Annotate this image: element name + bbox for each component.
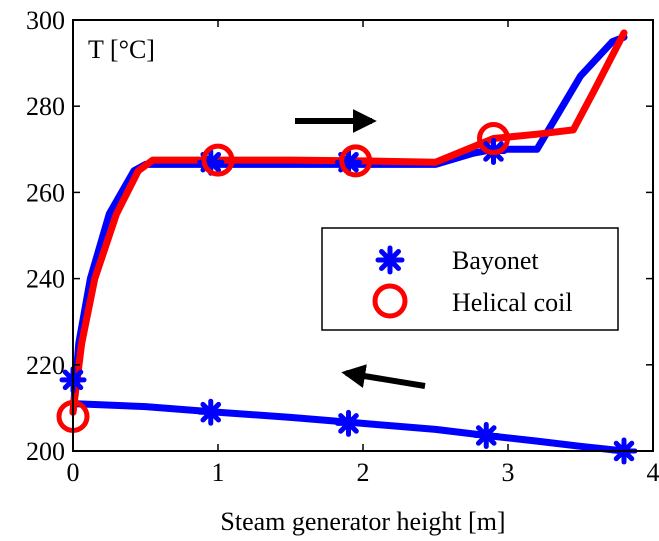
arrow-left-icon (341, 364, 426, 389)
x-tick-label: 1 (212, 458, 225, 487)
x-tick-label: 4 (647, 458, 659, 487)
x-tick-label: 2 (357, 458, 370, 487)
helical-marker (477, 122, 510, 156)
y-tick-label: 260 (26, 178, 65, 207)
legend-box (321, 227, 619, 331)
x-axis-title: Steam generator height [m] (220, 507, 505, 536)
helical-marker (339, 144, 373, 178)
y-tick-label: 300 (26, 6, 65, 35)
legend-helical-marker (372, 283, 408, 319)
series-layer (69, 29, 628, 455)
direction-arrows (295, 109, 426, 389)
x-tick-label: 0 (67, 458, 80, 487)
y-tick-label: 220 (26, 351, 65, 380)
legend-asterisk-icon (375, 245, 405, 275)
helical-hot-line (69, 29, 628, 416)
helical-marker (201, 143, 235, 177)
y-tick-label: 240 (26, 265, 65, 294)
legend: Bayonet Helical coil (321, 227, 619, 331)
bayonet-marker (472, 421, 500, 449)
legend-bayonet-label: Bayonet (452, 246, 539, 275)
axis-ticks: 0 1 2 3 4 200 220 240 260 280 300 (26, 6, 659, 487)
legend-circle-icon (372, 283, 408, 319)
bayonet-cold-line (69, 400, 628, 455)
bayonet-marker (197, 398, 225, 426)
temperature-annotation: T [°C] (88, 35, 155, 64)
x-tick-label: 3 (502, 458, 515, 487)
legend-bayonet-marker (375, 245, 405, 275)
y-tick-label: 280 (26, 92, 65, 121)
bayonet-marker (335, 409, 362, 437)
bayonet-hot-line (69, 33, 628, 416)
y-tick-label: 200 (26, 437, 65, 466)
legend-helical-label: Helical coil (452, 288, 573, 317)
